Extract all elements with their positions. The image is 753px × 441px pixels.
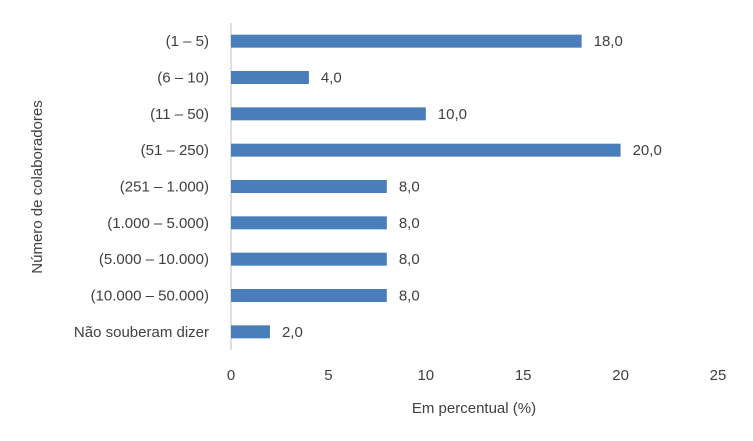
bar xyxy=(231,143,621,157)
y-tick-label: (6 – 10) xyxy=(157,69,209,86)
data-label: 4,0 xyxy=(321,69,342,86)
x-tick-label: 5 xyxy=(324,367,332,384)
y-tick-label: (1.000 – 5.000) xyxy=(107,215,209,232)
data-label: 18,0 xyxy=(594,33,623,50)
data-label: 20,0 xyxy=(633,142,662,159)
data-label: 8,0 xyxy=(399,215,420,232)
bar xyxy=(231,107,426,121)
data-label: 8,0 xyxy=(399,251,420,268)
data-label: 2,0 xyxy=(282,324,303,341)
x-axis-label: Em percentual (%) xyxy=(412,400,536,417)
bar xyxy=(231,180,387,193)
y-tick-label: (1 – 5) xyxy=(166,33,209,50)
y-tick-label: (5.000 – 10.000) xyxy=(99,251,209,268)
data-label: 10,0 xyxy=(438,106,467,123)
data-label: 8,0 xyxy=(399,287,420,304)
x-tick-label: 20 xyxy=(612,367,629,384)
bar xyxy=(231,216,387,230)
bar xyxy=(231,34,582,48)
y-tick-label: Não souberam dizer xyxy=(74,324,209,341)
bar xyxy=(231,71,309,84)
y-axis-label: Número de colaboradores xyxy=(29,100,46,273)
x-tick-label: 10 xyxy=(417,367,434,384)
bar xyxy=(231,325,270,339)
y-tick-label: (251 – 1.000) xyxy=(120,178,209,195)
data-label: 8,0 xyxy=(399,178,420,195)
x-tick-label: 15 xyxy=(515,367,532,384)
y-tick-label: (10.000 – 50.000) xyxy=(91,287,209,304)
y-tick-label: (51 – 250) xyxy=(141,142,209,159)
bar xyxy=(231,252,387,266)
x-tick-label: 25 xyxy=(710,367,727,384)
bar xyxy=(231,289,387,302)
y-tick-label: (11 – 50) xyxy=(150,106,209,123)
x-tick-label: 0 xyxy=(227,367,235,384)
